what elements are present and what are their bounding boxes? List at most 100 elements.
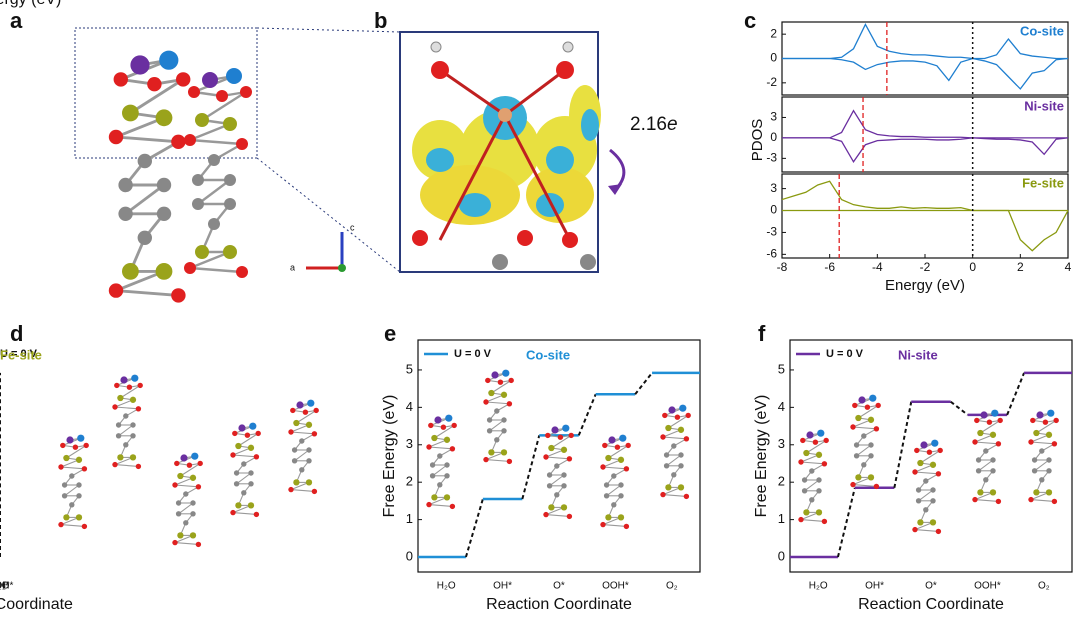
atom (809, 468, 815, 474)
x-tick-label: 0 (969, 260, 976, 274)
atom (75, 514, 83, 521)
molecule (850, 394, 881, 490)
atom (306, 458, 312, 464)
bond (124, 183, 165, 215)
bond (290, 481, 310, 491)
atom (1046, 457, 1052, 463)
y-tick-label: 5 (778, 361, 785, 376)
atom (800, 437, 806, 444)
molecule (58, 434, 89, 530)
x-tick-label: -8 (777, 260, 788, 274)
atom (224, 198, 236, 210)
bond (294, 449, 310, 462)
atom (850, 481, 856, 488)
atom (660, 491, 666, 498)
atom (623, 466, 630, 472)
atom (867, 416, 875, 423)
bond (115, 135, 179, 144)
bond (920, 449, 941, 464)
atom (920, 441, 928, 449)
atom (112, 404, 118, 410)
atom (443, 436, 451, 443)
bond (1030, 441, 1055, 445)
atom (1030, 417, 1036, 424)
atom (429, 473, 436, 479)
atom (299, 438, 305, 444)
x-tick-label: OH* (865, 581, 884, 592)
atom (1033, 489, 1040, 496)
atom (497, 379, 504, 385)
atom (868, 453, 874, 459)
zoom-line (256, 157, 401, 273)
atom (821, 518, 828, 525)
connector (950, 400, 969, 416)
atom (812, 439, 819, 445)
panel-label: f (758, 321, 766, 346)
atom (121, 263, 139, 280)
atom (678, 463, 684, 469)
atom (238, 424, 246, 432)
y-tick-label: -6 (766, 247, 777, 261)
atom (156, 177, 172, 193)
atom (983, 477, 989, 483)
atom (296, 401, 304, 409)
atom (668, 406, 676, 414)
atom (816, 477, 822, 483)
atom (671, 472, 677, 478)
atom (929, 461, 937, 468)
atom (803, 449, 810, 457)
bond (120, 384, 141, 399)
x-tick-label: -4 (872, 260, 883, 274)
y-tick-label: 0 (778, 548, 785, 563)
atom (483, 399, 489, 405)
atom (180, 454, 188, 462)
atom (155, 109, 173, 127)
atom (426, 501, 432, 508)
molecule (1028, 409, 1059, 505)
atom (605, 454, 612, 462)
bond (114, 406, 139, 410)
y-axis-label: Free Energy (eV) (381, 395, 398, 518)
atom (197, 460, 203, 467)
atom (1033, 429, 1040, 437)
bond (852, 419, 872, 428)
bond (236, 472, 252, 485)
y-tick-label: 4 (406, 399, 413, 414)
molecule (112, 374, 143, 470)
atom (975, 468, 982, 474)
connector (521, 435, 541, 500)
x-tick-label: OOH* (602, 581, 629, 592)
bond (918, 489, 934, 502)
y-axis-label: Free Energy (eV) (0, 0, 61, 8)
atom (931, 439, 939, 447)
bond (189, 250, 231, 270)
atom (306, 447, 312, 453)
connector (577, 393, 597, 436)
atom (488, 389, 495, 397)
atom (683, 436, 690, 442)
bond (115, 116, 165, 139)
atom (619, 434, 627, 442)
atom (995, 441, 1002, 447)
atom (449, 503, 456, 510)
atom (568, 432, 574, 439)
bond (489, 419, 505, 432)
atom (176, 72, 191, 87)
bond (290, 424, 310, 433)
y-tick-label: 4 (778, 399, 785, 414)
bond (545, 506, 565, 516)
x-tick-label: O₂ (1038, 581, 1050, 592)
atom (662, 412, 668, 419)
atom (449, 446, 456, 452)
atom (195, 541, 202, 548)
atom (989, 489, 997, 496)
atom (983, 448, 989, 454)
bond (602, 466, 627, 470)
bond (428, 496, 448, 506)
atom (674, 414, 681, 420)
atom (444, 462, 450, 468)
pdos-line (782, 57, 1069, 90)
x-tick-label: OOH* (974, 581, 1001, 592)
atom (117, 454, 124, 461)
